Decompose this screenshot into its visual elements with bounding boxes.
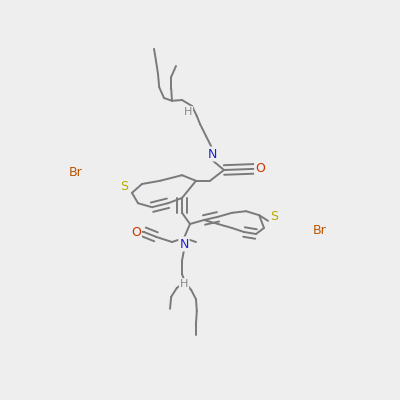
Text: O: O	[255, 162, 265, 174]
Text: O: O	[131, 226, 141, 238]
Text: Br: Br	[313, 224, 327, 236]
Text: S: S	[120, 180, 128, 192]
Text: N: N	[179, 238, 189, 250]
Text: H: H	[184, 107, 192, 117]
Text: S: S	[270, 210, 278, 222]
Text: N: N	[207, 148, 217, 160]
Text: H: H	[180, 279, 188, 289]
Text: Br: Br	[69, 166, 83, 178]
